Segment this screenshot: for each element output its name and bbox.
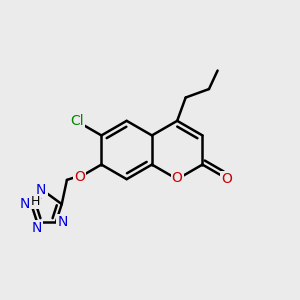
Text: Cl: Cl: [70, 114, 84, 128]
Text: O: O: [74, 170, 86, 184]
Text: O: O: [221, 172, 233, 186]
Text: N: N: [57, 215, 68, 229]
Text: O: O: [172, 171, 183, 185]
Text: N: N: [20, 197, 30, 211]
Text: N: N: [32, 221, 42, 236]
Text: N: N: [36, 182, 46, 197]
Text: H: H: [31, 195, 40, 208]
